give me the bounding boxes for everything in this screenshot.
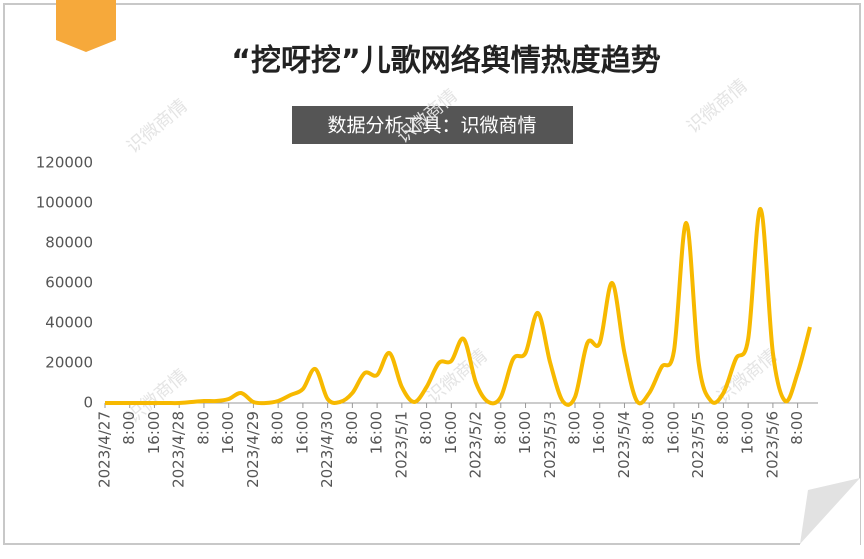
x-tick-label: 8:00 — [714, 411, 732, 445]
x-tick-label: 16:00 — [293, 411, 311, 454]
y-tick-label: 60000 — [45, 274, 93, 292]
x-tick-label: 2023/5/1 — [392, 411, 410, 478]
x-tick-label: 8:00 — [194, 411, 212, 445]
x-tick-label: 8:00 — [640, 411, 658, 445]
x-tick-label: 2023/4/29 — [244, 411, 262, 488]
y-tick-label: 0 — [83, 394, 93, 412]
x-tick-label: 8:00 — [120, 411, 138, 445]
subtitle: 数据分析工具：识微商情 — [327, 115, 536, 137]
x-tick-label: 2023/5/6 — [763, 411, 781, 478]
corner-tab — [56, 0, 116, 52]
line — [105, 206, 812, 407]
x-tick-label: 16:00 — [516, 411, 534, 454]
x-tick-label: 8:00 — [788, 411, 806, 445]
x-tick-label: 8:00 — [343, 411, 361, 445]
x-tick-label: 2023/5/2 — [467, 411, 485, 478]
frame — [3, 3, 861, 545]
x-tick-label: 16:00 — [739, 411, 757, 454]
y-tick-label: 40000 — [45, 314, 93, 332]
x-tick-label: 2023/4/30 — [318, 411, 336, 488]
x-tick-label: 16:00 — [664, 411, 682, 454]
chart-title: “挖呀挖”儿歌网络舆情热度趋势 — [231, 44, 660, 79]
fold-mask — [800, 478, 860, 559]
x-tick-label: 8:00 — [269, 411, 287, 445]
y-tick-label: 100000 — [36, 194, 93, 212]
y-tick-label: 80000 — [45, 234, 93, 252]
x-tick-label: 8:00 — [491, 411, 509, 445]
x-tick-label: 8:00 — [417, 411, 435, 445]
x-tick-label: 16:00 — [219, 411, 237, 454]
x-tick-label: 16:00 — [590, 411, 608, 454]
page-fold — [800, 478, 860, 544]
x-tick-label: 16:00 — [145, 411, 163, 454]
x-tick-label: 2023/5/3 — [541, 411, 559, 478]
subtitle-box — [292, 106, 573, 144]
x-tick-label: 2023/5/5 — [689, 411, 707, 478]
y-tick-label: 120000 — [36, 154, 93, 172]
x-tick-label: 2023/4/28 — [170, 411, 188, 488]
x-tick-label: 16:00 — [442, 411, 460, 454]
x-tick-label: 8:00 — [566, 411, 584, 445]
y-tick-label: 20000 — [45, 354, 93, 372]
x-tick-label: 16:00 — [368, 411, 386, 454]
x-tick-label: 2023/4/27 — [96, 411, 114, 488]
x-tick-label: 2023/5/4 — [615, 411, 633, 478]
